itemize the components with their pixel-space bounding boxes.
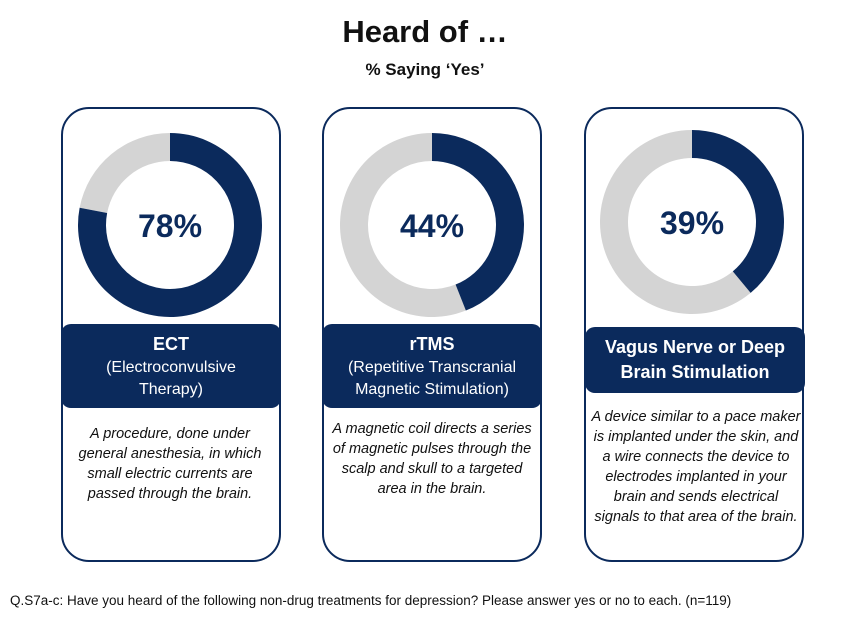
treatment-label-ect: ECT (Electroconvulsive Therapy) (61, 324, 281, 408)
donut-remaining-ect (79, 133, 170, 214)
donut-filled-ect (77, 133, 262, 318)
treatment-description-ect: A procedure, done under general anesthes… (78, 426, 262, 502)
donut-chart-vns-dbs: 39% (600, 130, 784, 314)
footnote: Q.S7a-c: Have you heard of the following… (10, 593, 732, 608)
treatment-subname-ect: (Electroconvulsive Therapy) (106, 358, 236, 398)
treatment-description-rtms: A magnetic coil directs a series of magn… (332, 421, 532, 497)
chart-title: Heard of … (342, 14, 508, 49)
percent-label-rtms: 44% (400, 208, 464, 244)
treatment-label-vns-dbs: Vagus Nerve or Deep Brain Stimulation (585, 327, 805, 393)
donut-chart-rtms: 44% (340, 133, 524, 317)
treatment-description-vns-dbs: A device similar to a pace maker is impl… (591, 409, 801, 525)
donut-filled-rtms (432, 133, 524, 311)
donut-remaining-rtms (340, 133, 466, 317)
donut-remaining-vns-dbs (600, 130, 751, 314)
percent-label-vns-dbs: 39% (660, 205, 724, 241)
donut-filled-vns-dbs (692, 130, 784, 293)
treatment-name-ect: ECT (153, 333, 189, 354)
donut-chart-ect: 78% (77, 133, 262, 318)
chart-subtitle: % Saying ‘Yes’ (365, 60, 485, 79)
treatment-label-rtms: rTMS (Repetitive Transcranial Magnetic S… (322, 324, 542, 408)
treatment-name-vns-dbs: Vagus Nerve or Deep Brain Stimulation (604, 337, 786, 382)
percent-label-ect: 78% (138, 208, 202, 244)
treatment-name-rtms: rTMS (409, 333, 455, 354)
treatment-subname-rtms: (Repetitive Transcranial Magnetic Stimul… (347, 358, 517, 398)
